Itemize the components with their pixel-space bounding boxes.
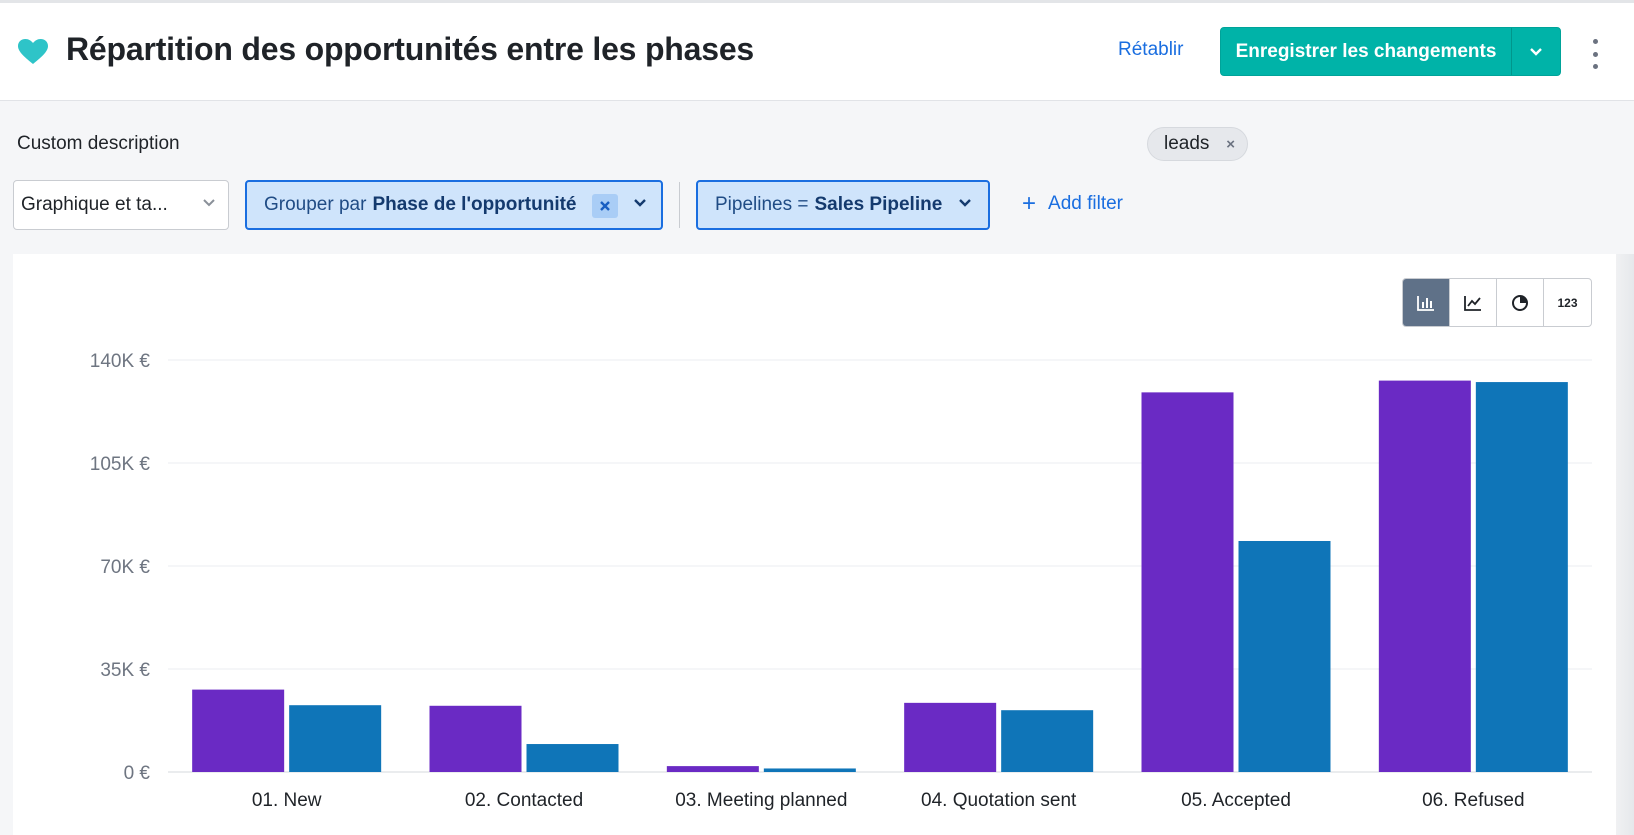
bar-series-1[interactable]	[666, 766, 759, 772]
pie-chart-button[interactable]	[1497, 279, 1544, 326]
bar-series-2[interactable]	[289, 705, 382, 772]
groupby-chip[interactable]: Grouper par Phase de l'opportunité	[245, 180, 663, 230]
view-mode-select[interactable]: Graphique et ta...	[13, 180, 229, 230]
number-button[interactable]: 123	[1544, 279, 1591, 326]
chevron-down-icon[interactable]	[633, 198, 647, 208]
tag-label: leads	[1164, 133, 1210, 154]
save-changes-button[interactable]: Enregistrer les changements	[1221, 28, 1512, 75]
pipeline-prefix: Pipelines =	[715, 194, 809, 215]
report-description[interactable]: Custom description	[17, 133, 180, 154]
add-filter-button[interactable]: + Add filter	[1022, 192, 1123, 216]
filter-bar: Graphique et ta... Grouper par Phase de …	[0, 180, 1634, 232]
number-icon: 123	[1557, 295, 1578, 310]
groupby-value: Phase de l'opportunité	[372, 194, 577, 215]
top-border	[0, 0, 1634, 3]
bar-series-2[interactable]	[526, 744, 619, 772]
page-title: Répartition des opportunités entre les p…	[66, 31, 755, 67]
bar-chart-icon	[1417, 295, 1434, 311]
bar-series-2[interactable]	[1001, 710, 1094, 772]
bar-series-2[interactable]	[763, 768, 856, 772]
bar-series-1[interactable]	[1378, 380, 1471, 772]
line-chart-icon	[1464, 295, 1481, 311]
bar-series-2[interactable]	[1238, 540, 1331, 772]
chevron-down-icon	[203, 199, 215, 207]
bar-series-2[interactable]	[1475, 382, 1568, 772]
pipeline-value: Sales Pipeline	[814, 194, 943, 215]
filter-divider	[679, 182, 680, 228]
bar-chart-button[interactable]	[1403, 279, 1450, 326]
groupby-prefix: Grouper par	[264, 194, 367, 215]
chart-type-toggle: 123	[1402, 278, 1592, 327]
pie-chart-icon	[1512, 294, 1528, 311]
plus-icon: +	[1022, 190, 1037, 217]
panel-edge	[1616, 254, 1634, 835]
bar-series-1[interactable]	[192, 689, 285, 772]
pipeline-filter-chip[interactable]: Pipelines = Sales Pipeline	[696, 180, 990, 230]
bar-series-1[interactable]	[1141, 392, 1234, 772]
page-header: Répartition des opportunités entre les p…	[0, 3, 1634, 101]
bar-series-1[interactable]	[904, 702, 997, 772]
more-options-icon[interactable]	[1589, 39, 1601, 69]
heart-icon[interactable]	[18, 39, 48, 65]
add-filter-label: Add filter	[1048, 193, 1123, 214]
tag-remove-icon[interactable]: ×	[1226, 136, 1235, 153]
tag-chip: leads ×	[1147, 127, 1248, 161]
clear-groupby-icon[interactable]	[592, 194, 618, 218]
chevron-down-icon[interactable]	[958, 198, 972, 208]
reset-link[interactable]: Rétablir	[1118, 39, 1184, 60]
save-options-button[interactable]	[1512, 28, 1560, 75]
save-button-group: Enregistrer les changements	[1220, 27, 1561, 76]
bar-series-1[interactable]	[429, 705, 522, 772]
line-chart-button[interactable]	[1450, 279, 1497, 326]
chevron-down-icon	[1530, 47, 1542, 56]
view-mode-value: Graphique et ta...	[21, 194, 168, 215]
